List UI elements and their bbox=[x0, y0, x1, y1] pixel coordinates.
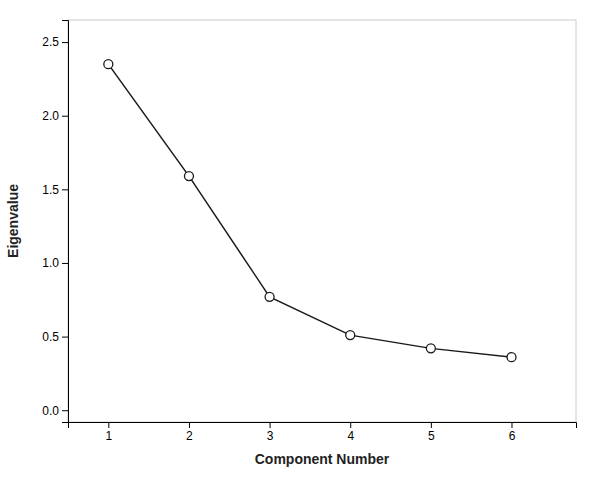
y-axis: 0.0 0.5 1.0 1.5 2.0 2.5 bbox=[42, 21, 68, 423]
y-tick-label: 2.5 bbox=[42, 35, 59, 49]
y-tick: 1.5 bbox=[42, 183, 68, 197]
x-tick-label: 2 bbox=[186, 429, 193, 443]
y-tick: 1.0 bbox=[42, 256, 68, 270]
y-axis-line bbox=[62, 21, 69, 423]
y-tick-mark bbox=[62, 42, 68, 43]
point bbox=[507, 353, 516, 362]
x-tick-label: 6 bbox=[509, 429, 516, 443]
line bbox=[108, 64, 511, 357]
y-axis-title: Eigenvalue bbox=[5, 184, 21, 258]
y-tick-mark bbox=[62, 189, 68, 190]
x-tick-label: 3 bbox=[267, 429, 274, 443]
y-tick-label: 0.0 bbox=[42, 404, 59, 418]
x-tick-mark bbox=[511, 422, 512, 428]
y-tick: 2.5 bbox=[42, 35, 68, 49]
plot-area: 1 2 3 4 5 6 0.0 0.5 1.0 1.5 2.0 2.5 bbox=[42, 20, 576, 443]
y-tick-label: 1.5 bbox=[42, 183, 59, 197]
y-tick-label: 2.0 bbox=[42, 109, 59, 123]
y-tick-mark bbox=[62, 337, 68, 338]
x-tick-mark bbox=[350, 422, 351, 428]
y-tick-mark bbox=[62, 116, 68, 117]
x-tick-label: 4 bbox=[347, 429, 354, 443]
y-tick-mark bbox=[62, 263, 68, 264]
x-axis-line bbox=[69, 423, 577, 429]
point bbox=[184, 172, 193, 181]
point bbox=[104, 60, 113, 69]
x-tick-mark bbox=[431, 422, 432, 428]
x-tick: 1 bbox=[105, 422, 112, 443]
y-tick: 0.5 bbox=[42, 330, 68, 344]
x-axis: 1 2 3 4 5 6 bbox=[69, 422, 577, 443]
x-tick-label: 1 bbox=[105, 429, 112, 443]
x-tick: 3 bbox=[267, 422, 274, 443]
y-tick-label: 1.0 bbox=[42, 256, 59, 270]
plot-frame bbox=[68, 20, 576, 422]
x-tick: 5 bbox=[428, 422, 435, 443]
x-tick-label: 5 bbox=[428, 429, 435, 443]
point bbox=[346, 331, 355, 340]
x-tick: 4 bbox=[347, 422, 354, 443]
point bbox=[426, 344, 435, 353]
x-tick-mark bbox=[108, 422, 109, 428]
x-tick-mark bbox=[189, 422, 190, 428]
y-tick: 0.0 bbox=[42, 404, 68, 418]
chart: 1 2 3 4 5 6 0.0 0.5 1.0 1.5 2.0 2.5 Component Number… bbox=[0, 0, 600, 478]
y-tick-label: 0.5 bbox=[42, 330, 59, 344]
x-tick-mark bbox=[270, 422, 271, 428]
point bbox=[265, 292, 274, 301]
y-tick: 2.0 bbox=[42, 109, 68, 123]
x-tick: 2 bbox=[186, 422, 193, 443]
x-axis-title: Component Number bbox=[255, 451, 390, 467]
data-layer bbox=[104, 60, 516, 362]
y-tick-mark bbox=[62, 410, 68, 411]
x-tick: 6 bbox=[509, 422, 516, 443]
